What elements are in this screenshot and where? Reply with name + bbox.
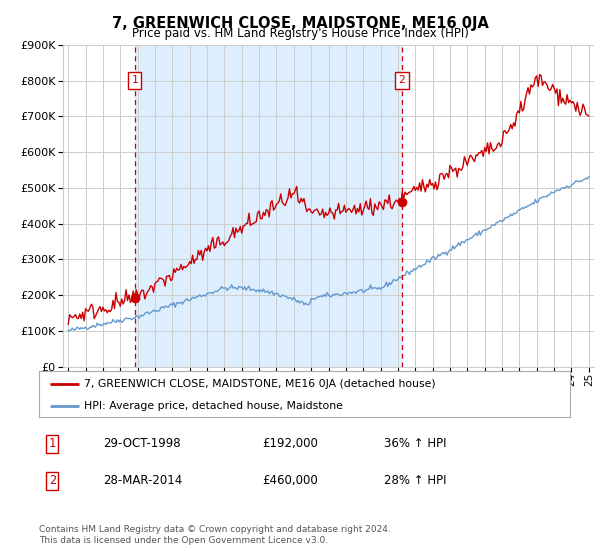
Text: 7, GREENWICH CLOSE, MAIDSTONE, ME16 0JA (detached house): 7, GREENWICH CLOSE, MAIDSTONE, ME16 0JA … xyxy=(84,379,436,389)
Text: 28-MAR-2014: 28-MAR-2014 xyxy=(103,474,182,487)
Text: 2: 2 xyxy=(398,75,405,85)
Text: Price paid vs. HM Land Registry's House Price Index (HPI): Price paid vs. HM Land Registry's House … xyxy=(131,27,469,40)
Text: 1: 1 xyxy=(131,75,138,85)
Text: 1: 1 xyxy=(49,437,56,450)
Text: 28% ↑ HPI: 28% ↑ HPI xyxy=(384,474,446,487)
Text: £192,000: £192,000 xyxy=(262,437,318,450)
Text: Contains HM Land Registry data © Crown copyright and database right 2024.
This d: Contains HM Land Registry data © Crown c… xyxy=(39,525,391,545)
Bar xyxy=(134,45,402,367)
Text: 7, GREENWICH CLOSE, MAIDSTONE, ME16 0JA: 7, GREENWICH CLOSE, MAIDSTONE, ME16 0JA xyxy=(112,16,488,31)
Text: £460,000: £460,000 xyxy=(262,474,318,487)
Text: 36% ↑ HPI: 36% ↑ HPI xyxy=(384,437,446,450)
Text: HPI: Average price, detached house, Maidstone: HPI: Average price, detached house, Maid… xyxy=(84,401,343,410)
Text: 2: 2 xyxy=(49,474,56,487)
Text: 29-OCT-1998: 29-OCT-1998 xyxy=(103,437,181,450)
